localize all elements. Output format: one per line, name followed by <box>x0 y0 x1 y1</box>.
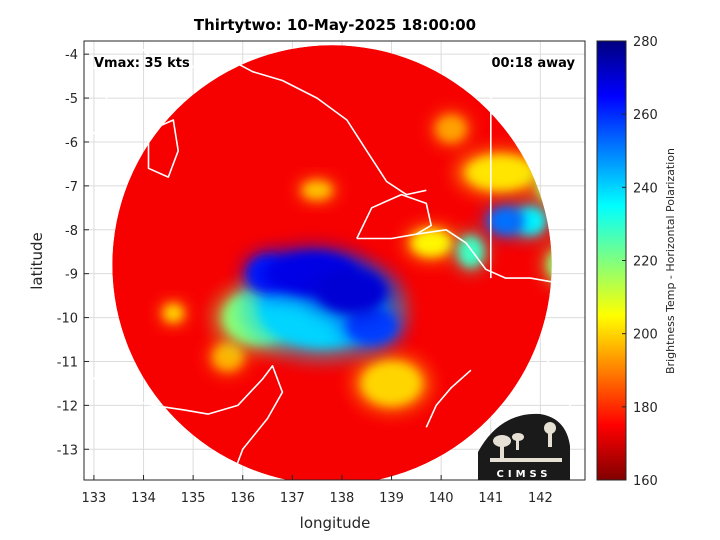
time-away-annotation: 00:18 away <box>491 56 575 71</box>
x-tick-label: 135 <box>181 491 206 506</box>
cloud-feature <box>488 207 523 235</box>
cimss-logo: CIMSS <box>478 413 570 480</box>
colorbar-tick-label: 200 <box>633 328 658 343</box>
coastline <box>88 365 284 476</box>
y-axis-ticks: -4 -5 -6 -7 -8 -9 -10 -11 -12 -13 <box>57 48 89 458</box>
logo-text: CIMSS <box>497 469 552 480</box>
y-tick-label: -10 <box>57 312 78 327</box>
colorbar-tick-label: 240 <box>633 181 658 196</box>
y-tick-label: -9 <box>65 268 78 283</box>
x-tick-label: 134 <box>131 491 156 506</box>
cloud-feature <box>411 229 452 257</box>
colorbar-tick-label: 280 <box>633 35 658 50</box>
y-tick-label: -5 <box>65 92 78 107</box>
vmax-annotation: Vmax: 35 kts <box>94 56 190 71</box>
y-tick-label: -13 <box>57 443 78 458</box>
x-tick-label: 140 <box>429 491 454 506</box>
x-tick-label: 142 <box>528 491 553 506</box>
y-tick-label: -4 <box>65 48 78 63</box>
coastline <box>425 369 472 428</box>
coastline <box>356 193 432 240</box>
cloud-feature <box>361 361 422 406</box>
colorbar-tick-label: 180 <box>633 401 658 416</box>
cloud-feature <box>465 155 536 191</box>
y-tick-label: -12 <box>57 399 78 414</box>
y-tick-label: -6 <box>65 136 78 151</box>
cloud-feature <box>163 304 184 322</box>
x-tick-label: 141 <box>478 491 503 506</box>
cloud-feature <box>317 269 387 314</box>
coastline <box>88 66 110 139</box>
coastline <box>98 49 427 196</box>
x-tick-label: 136 <box>230 491 255 506</box>
colorbar-tick-label: 220 <box>633 255 658 270</box>
colorbar-tick-label: 260 <box>633 108 658 123</box>
coastline <box>544 356 581 424</box>
x-axis-label: longitude <box>300 514 371 532</box>
axes-frame <box>83 40 586 481</box>
coastlines <box>88 41 581 476</box>
y-tick-label: -11 <box>57 355 78 370</box>
brightness-temp-field <box>112 45 552 480</box>
y-axis-label: latitude <box>28 232 46 290</box>
x-axis-ticks: 133 134 135 136 137 138 139 140 141 142 <box>82 475 553 506</box>
chart-title: Thirtytwo: 10-May-2025 18:00:00 <box>194 16 476 34</box>
coastline <box>416 229 581 292</box>
cloud-feature <box>458 236 484 268</box>
y-tick-label: -7 <box>65 180 78 195</box>
colorbar-label: Brightness Temp - Horizontal Polarizatio… <box>664 148 677 374</box>
cloud-feature <box>302 181 333 200</box>
x-tick-label: 133 <box>82 491 107 506</box>
coastline <box>147 119 179 178</box>
colorbar <box>596 40 627 481</box>
colorbar-tick-label: 160 <box>633 474 658 489</box>
colorbar-ticks: 160 180 200 220 240 260 280 <box>622 35 658 489</box>
cloud-feature <box>436 115 466 142</box>
x-tick-label: 137 <box>280 491 305 506</box>
x-tick-label: 139 <box>379 491 404 506</box>
cloud-feature <box>212 343 243 371</box>
y-tick-label: -8 <box>65 224 78 239</box>
x-tick-label: 138 <box>330 491 355 506</box>
